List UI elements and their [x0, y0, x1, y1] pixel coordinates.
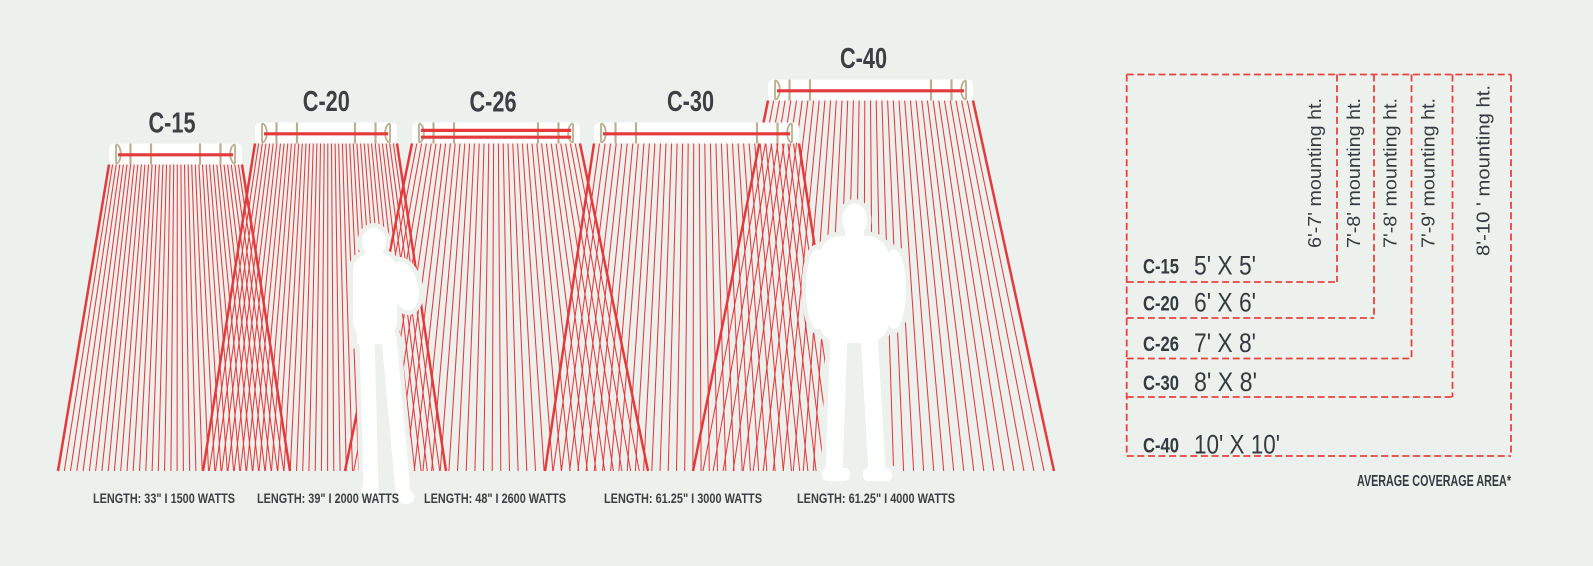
svg-text:LENGTH: 48" I 2600 WATTS: LENGTH: 48" I 2600 WATTS [424, 491, 566, 506]
svg-text:C-40: C-40 [1143, 435, 1179, 458]
svg-text:7'-8' mounting ht.: 7'-8' mounting ht. [1381, 98, 1401, 248]
svg-text:C-30: C-30 [1143, 372, 1179, 395]
svg-text:8' X 8': 8' X 8' [1194, 367, 1257, 397]
svg-text:7'-8' mounting ht.: 7'-8' mounting ht. [1344, 98, 1364, 248]
svg-text:LENGTH: 39" I 2000 WATTS: LENGTH: 39" I 2000 WATTS [257, 491, 399, 506]
svg-text:5' X 5': 5' X 5' [1194, 251, 1256, 281]
svg-text:C-20: C-20 [303, 86, 350, 118]
svg-text:LENGTH: 61.25" I 3000 WATTS: LENGTH: 61.25" I 3000 WATTS [604, 491, 762, 506]
svg-text:6'-7' mounting ht.: 6'-7' mounting ht. [1305, 98, 1325, 248]
svg-text:C-26: C-26 [470, 87, 517, 119]
svg-text:LENGTH: 33" I 1500 WATTS: LENGTH: 33" I 1500 WATTS [93, 491, 235, 506]
svg-text:6' X 6': 6' X 6' [1194, 288, 1256, 318]
svg-text:AVERAGE COVERAGE AREA*: AVERAGE COVERAGE AREA* [1357, 473, 1512, 490]
svg-text:7' X 8': 7' X 8' [1194, 328, 1256, 358]
svg-text:C-15: C-15 [1143, 256, 1179, 279]
svg-text:8'-10 ' mounting ht.: 8'-10 ' mounting ht. [1474, 85, 1494, 256]
svg-text:10' X 10': 10' X 10' [1194, 430, 1280, 460]
svg-text:LENGTH: 61.25" I 4000 WATTS: LENGTH: 61.25" I 4000 WATTS [797, 491, 955, 506]
svg-text:7'-9' mounting ht.: 7'-9' mounting ht. [1419, 98, 1439, 248]
svg-text:C-26: C-26 [1143, 333, 1179, 356]
svg-text:C-30: C-30 [667, 86, 714, 118]
svg-text:C-15: C-15 [149, 108, 196, 140]
svg-text:C-40: C-40 [840, 43, 887, 75]
svg-text:C-20: C-20 [1143, 293, 1179, 316]
